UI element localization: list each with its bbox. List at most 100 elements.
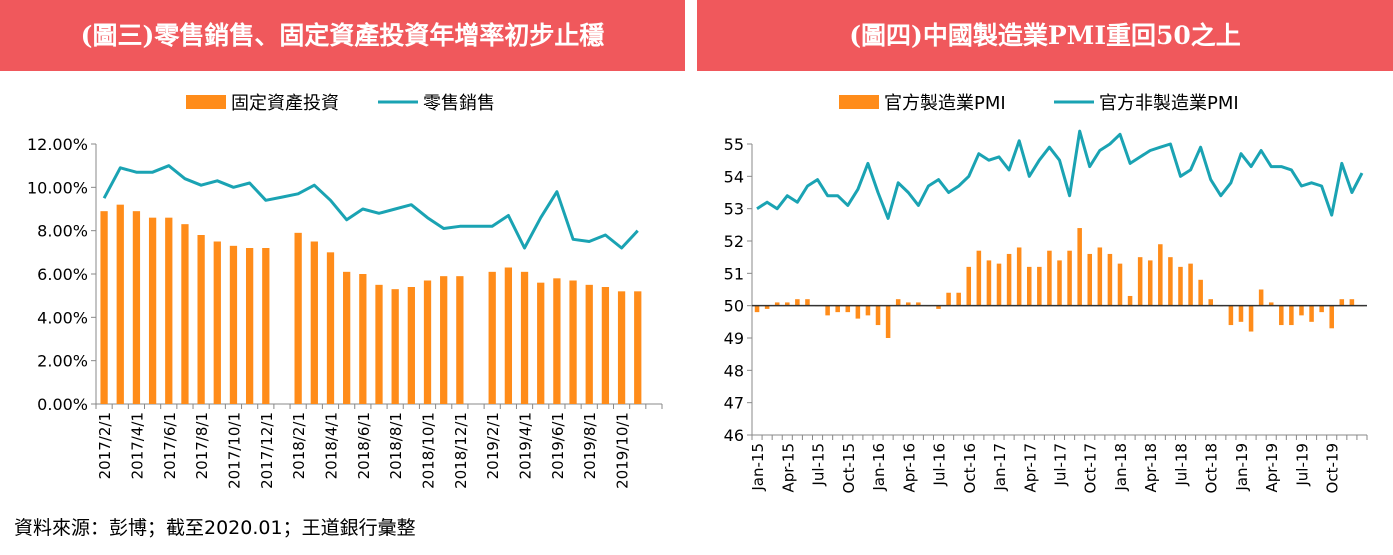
x-tick-label: Jan-17 — [991, 443, 1009, 492]
bar — [1117, 263, 1123, 306]
x-tick-label: 2017/8/1 — [193, 412, 211, 479]
bar — [165, 217, 173, 404]
bar — [634, 291, 642, 404]
y-tick-label: 4.00% — [37, 308, 88, 327]
x-tick-label: Oct-16 — [961, 443, 979, 493]
bar — [132, 211, 141, 404]
legend-bar-swatch — [186, 95, 226, 109]
x-tick-label: 2017/6/1 — [161, 412, 179, 479]
y-tick-label: 50 — [724, 297, 744, 316]
y-tick-label: 55 — [724, 135, 744, 154]
x-tick-label: Jan-16 — [870, 443, 888, 492]
y-tick-label: 8.00% — [37, 222, 88, 241]
bar — [754, 305, 760, 313]
x-tick-label: Oct-19 — [1324, 443, 1342, 493]
x-tick-label: 2019/10/1 — [614, 412, 632, 489]
y-tick-label: 0.00% — [37, 395, 88, 414]
x-tick-label: 2019/8/1 — [581, 412, 599, 479]
x-tick-label: 2018/8/1 — [387, 412, 405, 479]
source-note: 資料來源：彭博；截至2020.01；王道銀行彙整 — [14, 517, 416, 539]
x-tick-label: 2018/10/1 — [420, 412, 438, 489]
x-tick-label: 2017/12/1 — [258, 412, 276, 489]
chart-right: 官方製造業PMI 官方非製造業PMI 46 47 48 49 50 51 52 53 54 55 Jan… — [724, 93, 1368, 493]
bar — [785, 302, 790, 306]
x-tick-label: Jul-19 — [1293, 443, 1311, 487]
x-tick-label: 2019/6/1 — [549, 412, 567, 479]
bar — [617, 291, 626, 404]
bar — [294, 232, 302, 404]
bar — [116, 204, 124, 404]
bar — [553, 278, 561, 404]
bar — [229, 245, 238, 404]
bar — [1057, 260, 1062, 306]
bar — [197, 235, 205, 404]
bar — [1319, 305, 1324, 313]
bar — [825, 305, 830, 316]
legend-bar-label: 固定資產投資 — [231, 93, 339, 114]
x-tick-label: 2017/10/1 — [225, 412, 243, 489]
bar — [1037, 266, 1042, 306]
y-tick-label: 46 — [724, 426, 744, 445]
bar — [1309, 305, 1314, 322]
bar — [1188, 263, 1193, 306]
x-tick-label: 2017/2/1 — [96, 412, 114, 479]
bar — [585, 284, 593, 404]
bar — [1158, 244, 1163, 306]
bar — [407, 287, 415, 404]
bar — [996, 263, 1002, 306]
chart-title-left: (圖三)零售銷售、固定資產投資年增率初步止穩 — [0, 0, 685, 71]
legend-bar-label: 官方製造業PMI — [884, 93, 1006, 114]
bar — [1097, 247, 1103, 306]
chart-title-right: (圖四)中國製造業PMI重回50之上 — [697, 0, 1393, 71]
bar — [1087, 253, 1093, 306]
x-tick-label: 2017/4/1 — [128, 412, 146, 479]
y-tick-label: 53 — [724, 200, 744, 219]
y-tick-label: 49 — [724, 329, 744, 348]
bar — [1329, 305, 1334, 329]
bar — [946, 292, 951, 306]
bar — [148, 217, 157, 404]
bar — [1208, 299, 1213, 306]
x-tick-label: Oct-17 — [1082, 443, 1100, 493]
bar — [855, 305, 861, 319]
bar — [456, 276, 464, 404]
bar — [875, 305, 881, 326]
bar — [537, 282, 545, 404]
bar — [359, 274, 367, 404]
bar — [440, 276, 448, 404]
bar — [976, 250, 982, 306]
x-tick-label: Jul-18 — [1172, 443, 1190, 487]
bar — [1289, 305, 1294, 326]
bar — [1107, 253, 1113, 306]
bar — [1349, 299, 1355, 306]
x-tick-label: 2018/2/1 — [290, 412, 308, 479]
y-tick-label: 48 — [724, 361, 744, 380]
bar — [1067, 250, 1072, 306]
x-tick-label: Apr-18 — [1142, 443, 1160, 493]
bar — [326, 252, 335, 404]
bar — [1127, 295, 1133, 306]
x-tick-label: 2019/2/1 — [484, 412, 502, 479]
x-tick-label: 2019/4/1 — [517, 412, 535, 479]
x-tick-label: Apr-15 — [779, 443, 797, 493]
bar — [916, 302, 921, 306]
bar — [906, 302, 911, 306]
bar — [310, 241, 318, 404]
bar — [966, 266, 972, 306]
bar — [865, 305, 871, 316]
x-tick-label: Jan-18 — [1112, 443, 1130, 492]
bar — [569, 280, 577, 404]
bar — [601, 287, 610, 404]
legend-line-label: 官方非製造業PMI — [1099, 93, 1239, 114]
x-tick-label: Jul-15 — [810, 443, 828, 487]
legend-line-label: 零售銷售 — [423, 93, 495, 114]
series-line — [102, 164, 639, 250]
bar — [1299, 305, 1304, 316]
bar — [504, 267, 513, 404]
bar — [956, 292, 961, 306]
bar — [391, 289, 399, 404]
bar — [1047, 250, 1052, 306]
bar — [774, 302, 780, 306]
y-tick-label: 10.00% — [27, 178, 88, 197]
bar — [1147, 260, 1153, 306]
